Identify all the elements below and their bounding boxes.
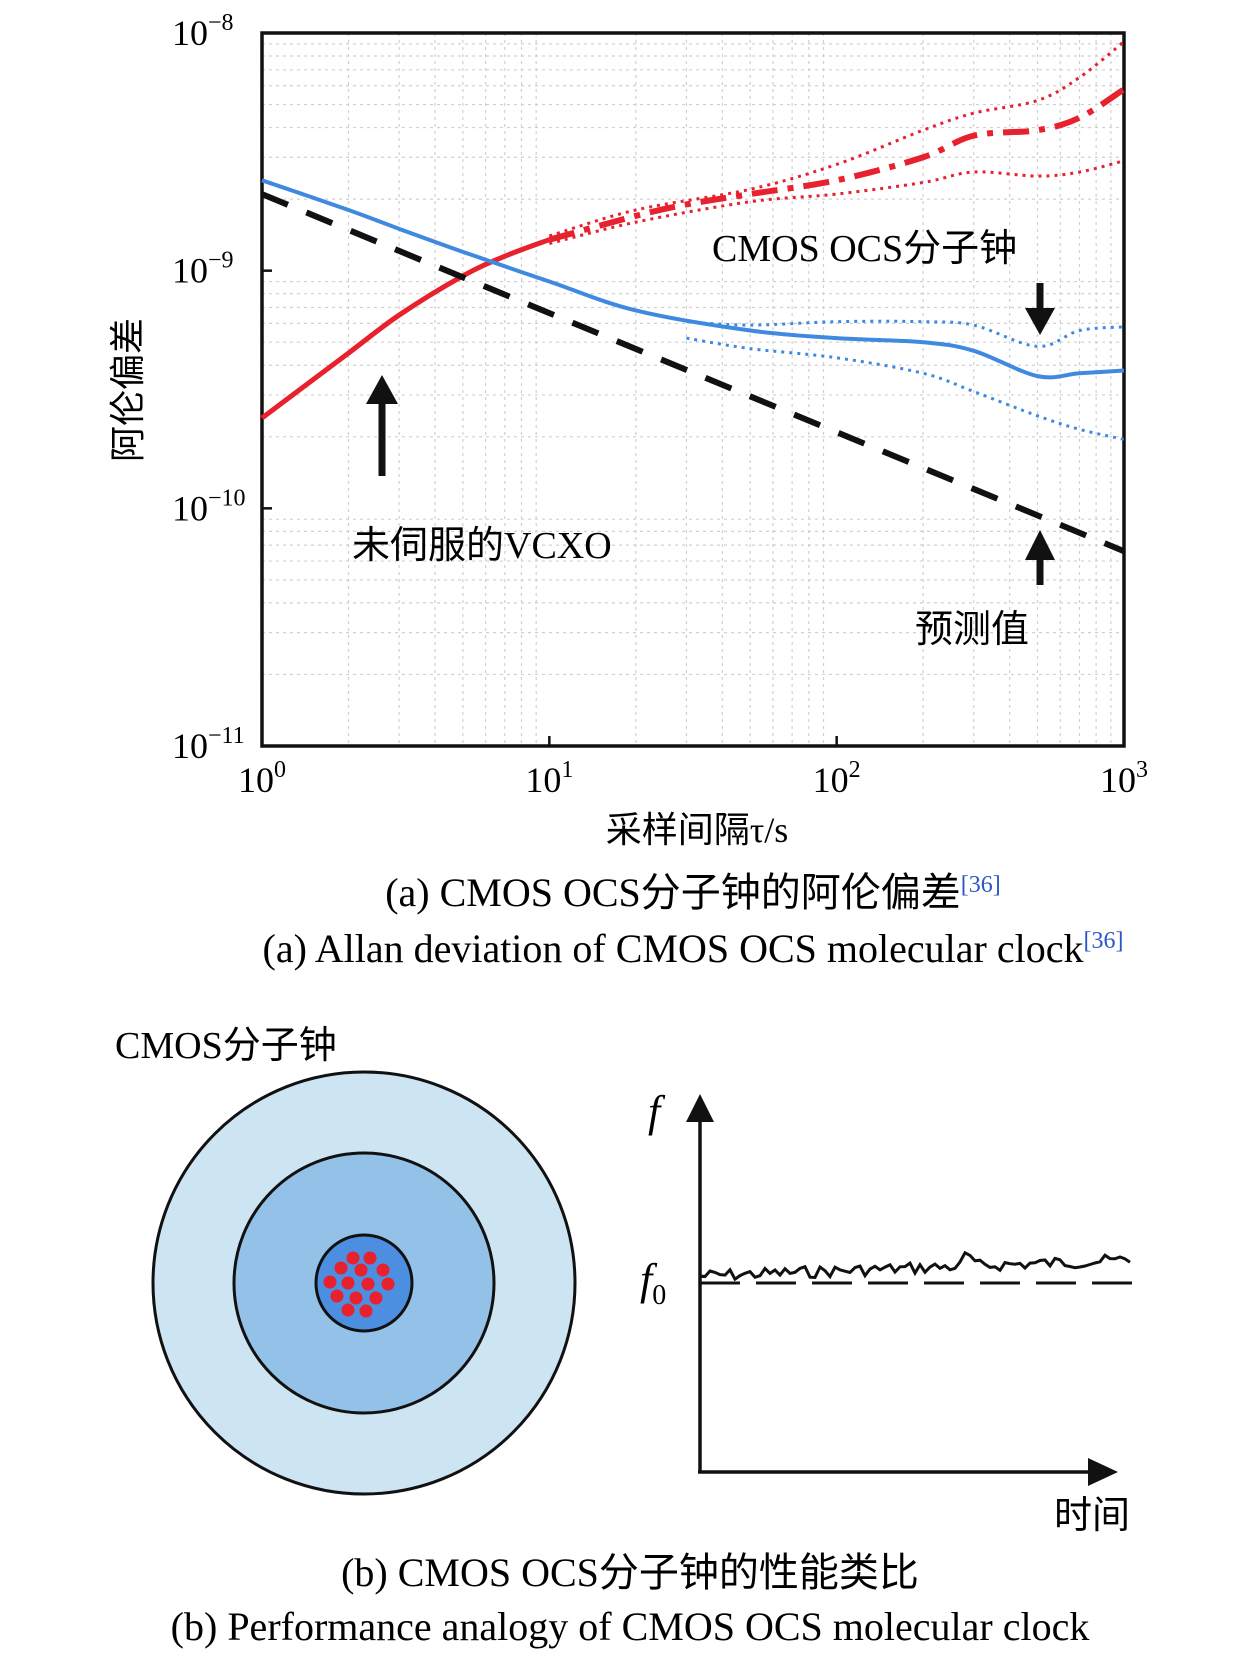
molecule-dot: [341, 1276, 355, 1290]
y-tick-label: 10−11: [172, 723, 245, 766]
x-tick-label: 103: [1100, 757, 1148, 800]
molecule-dot: [369, 1291, 383, 1305]
molecule-dot: [376, 1263, 390, 1277]
molecule-dot: [330, 1289, 344, 1303]
frequency-time-chart: f f0 时间: [640, 1087, 1138, 1537]
x-axis-label: 采样间隔τ/s: [606, 810, 788, 850]
series-line-ocs: [261, 178, 1125, 380]
series-layer: [260, 40, 1126, 554]
frequency-series-line: [698, 1250, 1131, 1282]
molecular-clock-diagram: CMOS分子钟: [115, 1025, 577, 1496]
molecule-dot: [359, 1304, 373, 1318]
caption-b-en: (b) Performance analogy of CMOS OCS mole…: [171, 1604, 1090, 1649]
series-line-ocs-upper: [686, 319, 1125, 348]
f0-label: f0: [640, 1255, 666, 1311]
y-tick-label: 10−9: [172, 248, 234, 291]
caption-a-en: (a) Allan deviation of CMOS OCS molecula…: [263, 926, 1124, 971]
molecule-dot: [361, 1277, 375, 1291]
allan-deviation-chart: 100 101 102 103 10−8 10−9 10−10 10−11 CMOS OCS分…: [108, 10, 1148, 850]
caption-b-cn: (b) CMOS OCS分子钟的性能类比: [341, 1550, 919, 1595]
y-tick-label: 10−10: [172, 485, 246, 528]
molecule-dots: [323, 1251, 395, 1318]
molecule-dot: [334, 1261, 348, 1275]
y-axis-label: 阿伦偏差: [108, 318, 148, 462]
molecule-dot: [363, 1251, 377, 1265]
molecule-dot: [349, 1291, 363, 1305]
series-line-ocs-lower: [686, 336, 1125, 441]
arrow-ocs: [1025, 283, 1055, 335]
molecule-dot: [346, 1251, 360, 1265]
axis-ticks: 100 101 102 103 10−8 10−9 10−10 10−11: [172, 10, 1148, 800]
x-tick-label: 101: [525, 757, 573, 800]
predicted-annotation: 预测值: [915, 609, 1029, 651]
vcxo-annotation: 未伺服的VCXO: [352, 525, 612, 567]
molecule-dot: [341, 1303, 355, 1317]
molecule-dot: [381, 1277, 395, 1291]
y-tick-label: 10−8: [172, 10, 234, 53]
x-tick-label: 102: [813, 757, 861, 800]
ocs-annotation: CMOS OCS分子钟: [712, 228, 1017, 270]
molecule-dot: [323, 1275, 337, 1289]
time-axis-label: 时间: [1054, 1495, 1130, 1537]
arrow-vcxo: [366, 375, 398, 476]
time-axis-arrow: [1088, 1458, 1118, 1486]
x-tick-label: 100: [238, 757, 286, 800]
series-line-predicted: [260, 191, 1126, 554]
arrow-predicted: [1025, 530, 1055, 585]
series-line-vcxo: [260, 237, 551, 420]
diagram-title: CMOS分子钟: [115, 1025, 337, 1067]
series-line-vcxo-mean: [548, 86, 1126, 243]
caption-a-cn: (a) CMOS OCS分子钟的阿伦偏差[36]: [385, 870, 1001, 915]
f-axis-label: f: [648, 1087, 666, 1136]
f-axis-arrow: [686, 1094, 714, 1122]
molecule-dot: [354, 1263, 368, 1277]
plot-frame: [260, 31, 1126, 748]
